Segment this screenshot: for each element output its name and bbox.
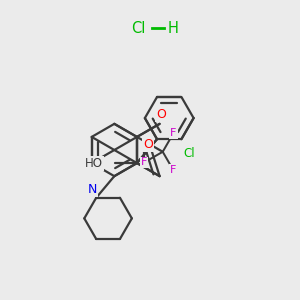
Text: Cl: Cl — [131, 21, 145, 36]
Text: F: F — [170, 128, 177, 138]
Text: HO: HO — [85, 157, 103, 169]
Text: H: H — [168, 21, 178, 36]
Text: N: N — [88, 183, 97, 196]
Text: Cl: Cl — [184, 147, 195, 160]
Text: O: O — [143, 138, 153, 152]
Text: O: O — [156, 108, 166, 122]
Text: F: F — [141, 158, 147, 167]
Text: F: F — [170, 165, 177, 175]
